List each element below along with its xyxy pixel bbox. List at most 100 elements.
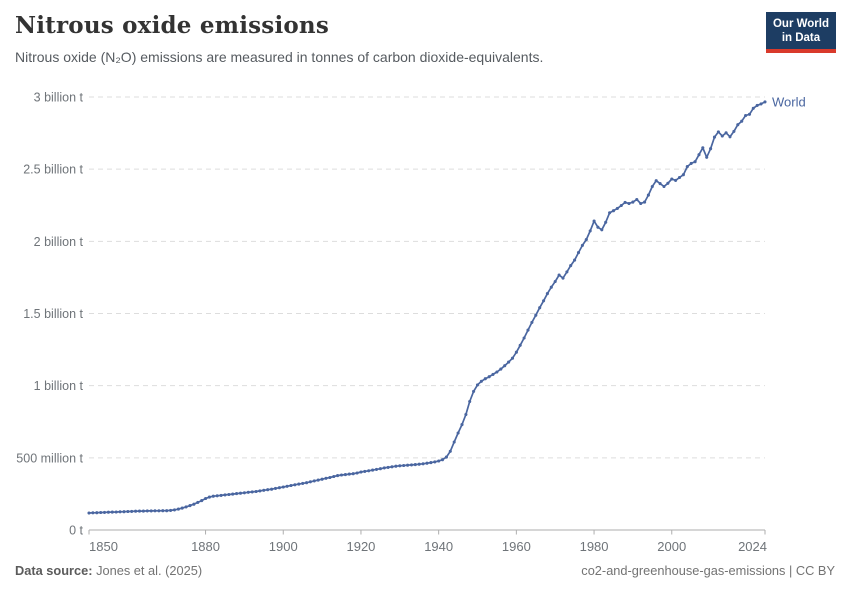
data-point [440,458,445,462]
page-title: Nitrous oxide emissions [15,12,329,39]
data-point [102,510,107,514]
data-point [654,179,658,183]
data-point [429,461,433,465]
data-point [301,481,305,485]
data-point [534,313,538,317]
y-tick-label: 2.5 billion t [23,163,83,177]
data-point [398,464,402,468]
data-point [374,467,379,471]
data-point [196,500,200,504]
data-point [720,134,724,138]
chart-header: Nitrous oxide emissions Nitrous oxide (N… [15,12,750,67]
data-point [561,276,565,280]
data-point [685,165,689,169]
data-point [192,502,196,506]
data-point [460,423,464,427]
data-point [755,103,759,107]
data-point [382,466,386,470]
data-point [538,306,542,310]
data-point [763,100,767,104]
data-point [596,225,600,229]
data-point [285,484,289,488]
data-point [658,182,662,186]
data-point [161,509,165,513]
data-point [99,510,103,515]
x-tick-label: 1980 [580,539,609,554]
data-point [747,112,752,116]
data-point [565,270,569,274]
x-tick-label: 2000 [657,539,686,554]
data-point [553,279,557,284]
data-point [367,469,371,473]
data-point [297,482,301,486]
data-point [712,135,717,139]
data-point [530,320,534,324]
data-point [188,504,192,508]
owid-logo[interactable]: Our World in Data [765,12,836,53]
data-point [650,184,654,189]
data-point [677,175,682,180]
data-point [526,328,530,332]
data-point [320,477,324,481]
series-world[interactable]: World [87,94,806,515]
data-point [153,509,157,513]
license-credit[interactable]: co2-and-greenhouse-gas-emissions | CC BY [581,563,835,578]
data-point [95,511,99,515]
x-tick-label: 1920 [346,539,375,554]
data-point [495,370,499,374]
data-point [343,473,347,477]
data-point [277,486,281,490]
data-point [728,135,732,139]
data-point [165,509,169,513]
data-point [145,509,149,513]
data-point [231,492,235,496]
data-point [646,193,650,197]
data-point [693,160,697,164]
data-point [619,203,623,208]
series-label-world[interactable]: World [772,94,806,109]
data-point [542,299,546,303]
data-point [751,106,755,110]
data-point [328,475,332,480]
data-point [503,364,507,368]
y-tick-label: 0 t [69,524,83,538]
data-point [281,485,285,489]
data-point [670,177,674,181]
data-point [724,131,728,135]
data-source[interactable]: Data source: Jones et al. (2025) [15,563,202,578]
data-point [207,495,211,499]
data-point [557,273,561,277]
data-point [134,509,138,513]
data-point [736,123,740,127]
data-point [417,462,421,466]
data-point [270,487,274,491]
data-point [413,463,417,467]
data-point [716,130,720,134]
data-point [472,389,476,393]
data-point [475,383,480,387]
data-point [130,509,134,513]
data-point [137,509,142,513]
y-axis-labels: 0 t 500 million t 1 billion t 1.5 billion t… [16,91,83,538]
data-point [390,465,394,469]
data-point [223,493,227,497]
data-point [184,505,188,509]
x-tick-label: 1900 [269,539,298,554]
data-point [258,489,262,493]
data-point [744,113,748,118]
data-point [468,399,472,404]
data-point [479,379,483,383]
x-tick-label: 1850 [89,539,118,554]
data-point [464,412,468,417]
y-tick-label: 500 million t [16,451,83,465]
data-point [172,508,177,512]
data-point [332,474,336,479]
data-point [732,129,736,133]
data-point [176,507,180,511]
y-gridlines [89,96,765,459]
data-point [273,486,278,490]
data-point [363,469,367,473]
data-point [615,206,619,210]
data-point [227,492,231,497]
